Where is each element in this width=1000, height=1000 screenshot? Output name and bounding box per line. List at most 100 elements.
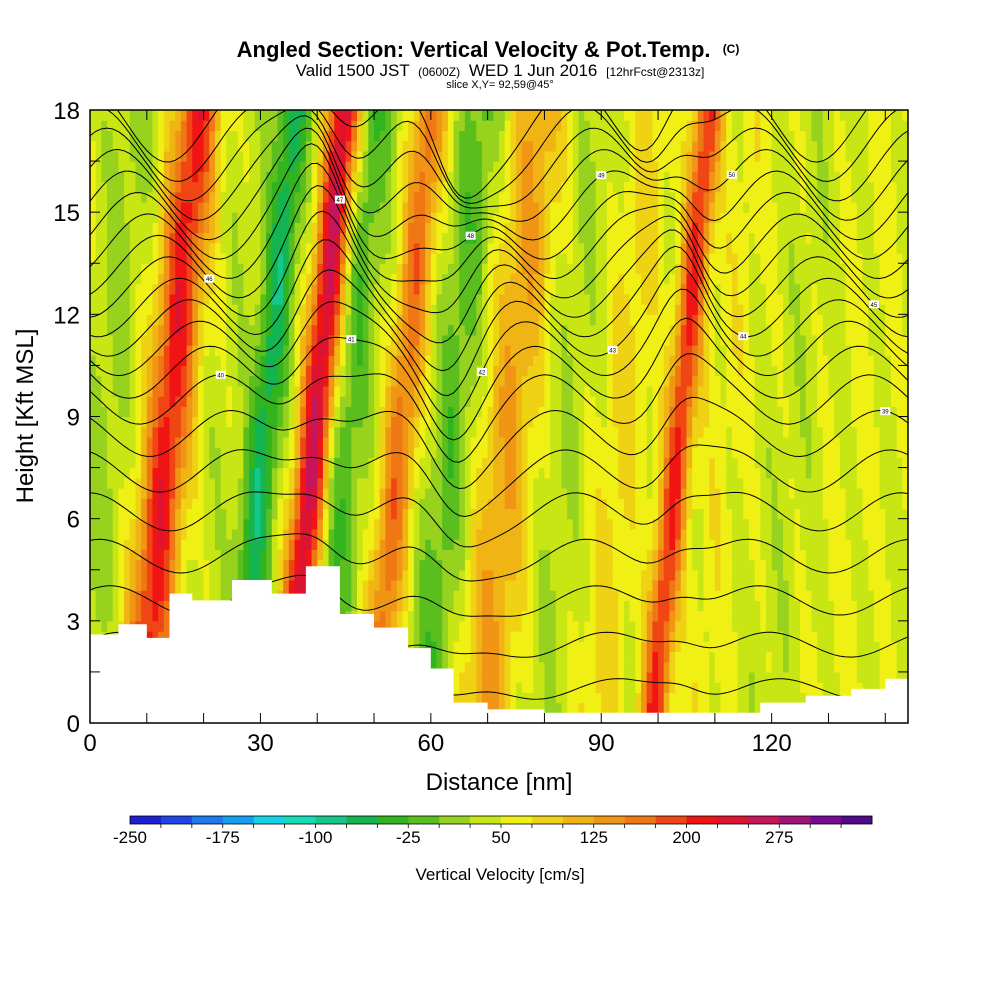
velocity-cell xyxy=(635,406,642,418)
velocity-cell xyxy=(743,416,750,428)
velocity-cell xyxy=(623,467,631,479)
velocity-cell xyxy=(873,508,881,520)
velocity-cell xyxy=(856,682,864,693)
velocity-cell xyxy=(152,610,159,622)
velocity-cell xyxy=(481,539,489,550)
velocity-cell xyxy=(351,385,358,397)
velocity-cell xyxy=(493,692,500,704)
velocity-cell xyxy=(209,406,216,418)
velocity-cell xyxy=(470,631,477,642)
velocity-cell xyxy=(493,702,500,714)
velocity-cell xyxy=(141,477,148,489)
velocity-cell xyxy=(783,498,790,510)
velocity-cell xyxy=(203,498,210,510)
velocity-cell xyxy=(845,600,852,612)
velocity-cell xyxy=(601,549,608,561)
velocity-cell xyxy=(697,396,705,407)
velocity-cell xyxy=(811,385,818,397)
velocity-cell xyxy=(873,396,881,407)
velocity-cell xyxy=(322,549,330,561)
velocity-cell xyxy=(578,651,585,663)
velocity-cell xyxy=(527,579,534,591)
velocity-cell xyxy=(112,467,119,479)
velocity-cell xyxy=(623,671,631,683)
velocity-cell xyxy=(692,528,699,540)
velocity-cell xyxy=(362,477,369,489)
velocity-cell xyxy=(589,692,597,704)
velocity-cell xyxy=(561,641,568,653)
velocity-cell xyxy=(464,436,472,448)
velocity-cell xyxy=(714,682,722,693)
velocity-cell xyxy=(481,467,489,479)
velocity-cell xyxy=(567,416,574,428)
velocity-cell xyxy=(709,498,716,510)
velocity-cell xyxy=(748,396,756,407)
velocity-cell xyxy=(209,385,216,397)
velocity-cell xyxy=(107,396,114,407)
velocity-cell xyxy=(567,692,574,704)
velocity-cell xyxy=(197,579,205,591)
velocity-cell xyxy=(402,396,409,407)
velocity-cell xyxy=(873,375,881,387)
velocity-cell xyxy=(851,600,858,612)
velocity-cell xyxy=(220,447,227,458)
velocity-cell xyxy=(470,671,477,683)
velocity-cell xyxy=(499,396,506,407)
velocity-cell xyxy=(856,641,864,653)
velocity-cell xyxy=(141,426,148,438)
velocity-cell xyxy=(232,528,239,540)
velocity-cell xyxy=(692,457,699,469)
velocity-cell xyxy=(692,416,699,428)
velocity-cell xyxy=(726,539,733,550)
velocity-cell xyxy=(226,549,233,561)
velocity-cell xyxy=(697,671,705,683)
velocity-cell xyxy=(356,559,364,571)
velocity-cell xyxy=(339,467,347,479)
velocity-cell xyxy=(663,396,671,407)
velocity-cell xyxy=(356,569,364,581)
velocity-cell xyxy=(561,579,568,591)
velocity-cell xyxy=(141,385,148,397)
velocity-cell xyxy=(396,620,404,632)
velocity-cell xyxy=(197,467,205,479)
velocity-cell xyxy=(510,498,517,510)
velocity-cell xyxy=(169,559,176,571)
velocity-cell xyxy=(652,447,659,458)
velocity-cell xyxy=(652,631,659,642)
velocity-cell xyxy=(692,508,699,520)
velocity-cell xyxy=(623,488,631,499)
velocity-cell xyxy=(322,447,330,458)
velocity-cell xyxy=(879,682,886,693)
velocity-cell xyxy=(896,457,903,469)
velocity-cell xyxy=(226,375,233,387)
velocity-cell xyxy=(504,518,511,530)
velocity-cell xyxy=(538,416,546,428)
velocity-cell xyxy=(214,559,222,571)
velocity-cell xyxy=(419,569,426,581)
velocity-cell xyxy=(300,457,307,469)
velocity-cell xyxy=(669,620,676,632)
velocity-cell xyxy=(783,641,790,653)
velocity-cell xyxy=(288,569,296,581)
velocity-cell xyxy=(834,467,841,479)
velocity-cell xyxy=(396,477,404,489)
velocity-cell xyxy=(533,661,540,673)
velocity-cell xyxy=(266,436,273,448)
velocity-cell xyxy=(703,457,710,469)
velocity-cell xyxy=(709,631,716,642)
velocity-cell xyxy=(481,559,489,571)
velocity-cell xyxy=(680,539,688,550)
velocity-cell xyxy=(635,600,642,612)
velocity-cell xyxy=(629,590,636,601)
velocity-cell xyxy=(822,569,830,581)
velocity-cell xyxy=(254,385,262,397)
velocity-cell xyxy=(447,508,455,520)
velocity-cell xyxy=(374,365,381,377)
velocity-cell xyxy=(862,467,869,479)
velocity-cell xyxy=(771,467,778,479)
velocity-cell xyxy=(356,590,364,601)
velocity-cell xyxy=(476,682,483,693)
velocity-cell xyxy=(220,467,227,479)
velocity-cell xyxy=(777,569,784,581)
velocity-cell xyxy=(623,590,631,601)
